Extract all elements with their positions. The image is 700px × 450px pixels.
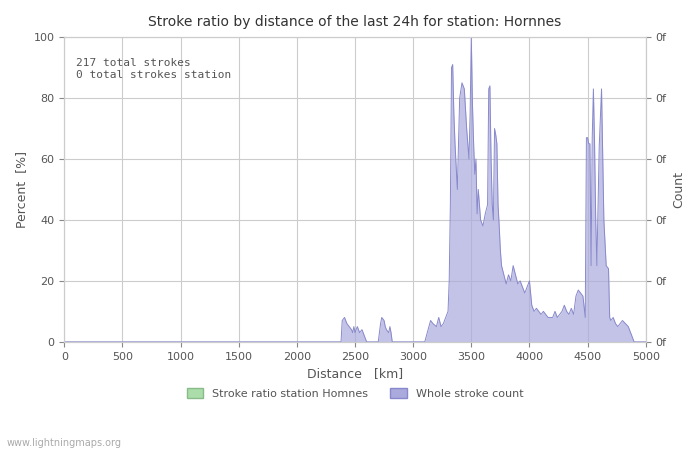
Legend: Stroke ratio station Homnes, Whole stroke count: Stroke ratio station Homnes, Whole strok…: [182, 384, 528, 403]
X-axis label: Distance   [km]: Distance [km]: [307, 367, 403, 380]
Y-axis label: Count: Count: [672, 171, 685, 208]
Text: www.lightningmaps.org: www.lightningmaps.org: [7, 437, 122, 447]
Text: 217 total strokes
0 total strokes station: 217 total strokes 0 total strokes statio…: [76, 58, 231, 80]
Y-axis label: Percent  [%]: Percent [%]: [15, 151, 28, 228]
Title: Stroke ratio by distance of the last 24h for station: Hornnes: Stroke ratio by distance of the last 24h…: [148, 15, 561, 29]
